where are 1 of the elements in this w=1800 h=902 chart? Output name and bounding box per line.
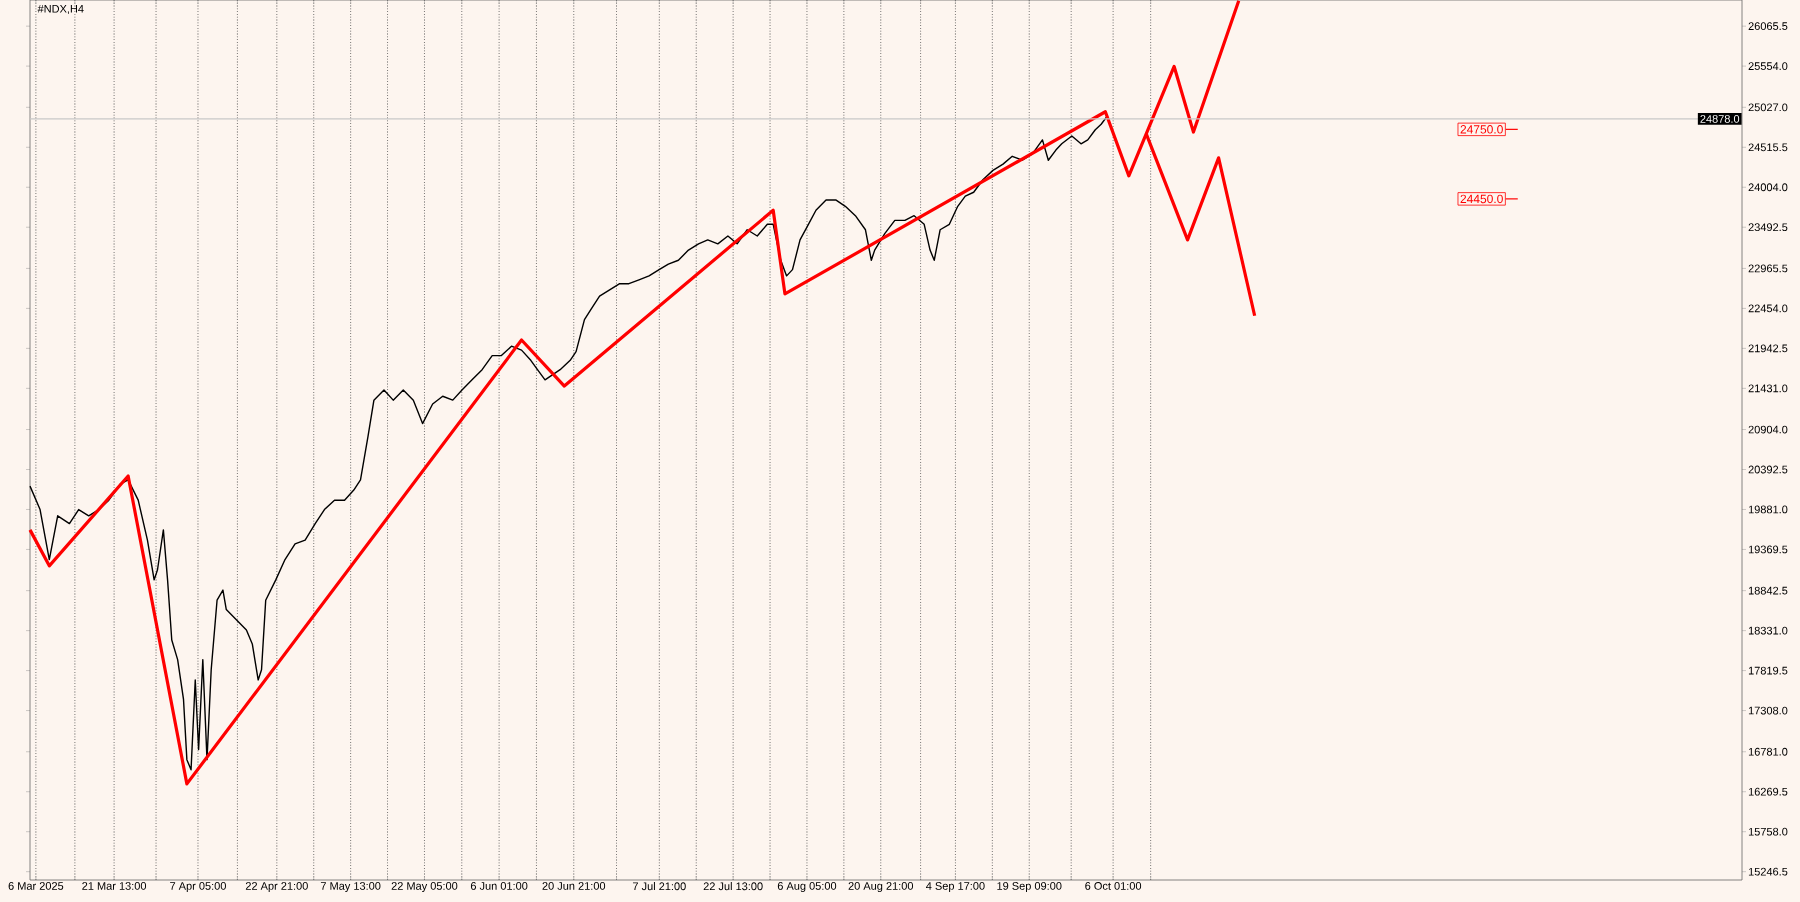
line-series (29, 115, 1108, 771)
